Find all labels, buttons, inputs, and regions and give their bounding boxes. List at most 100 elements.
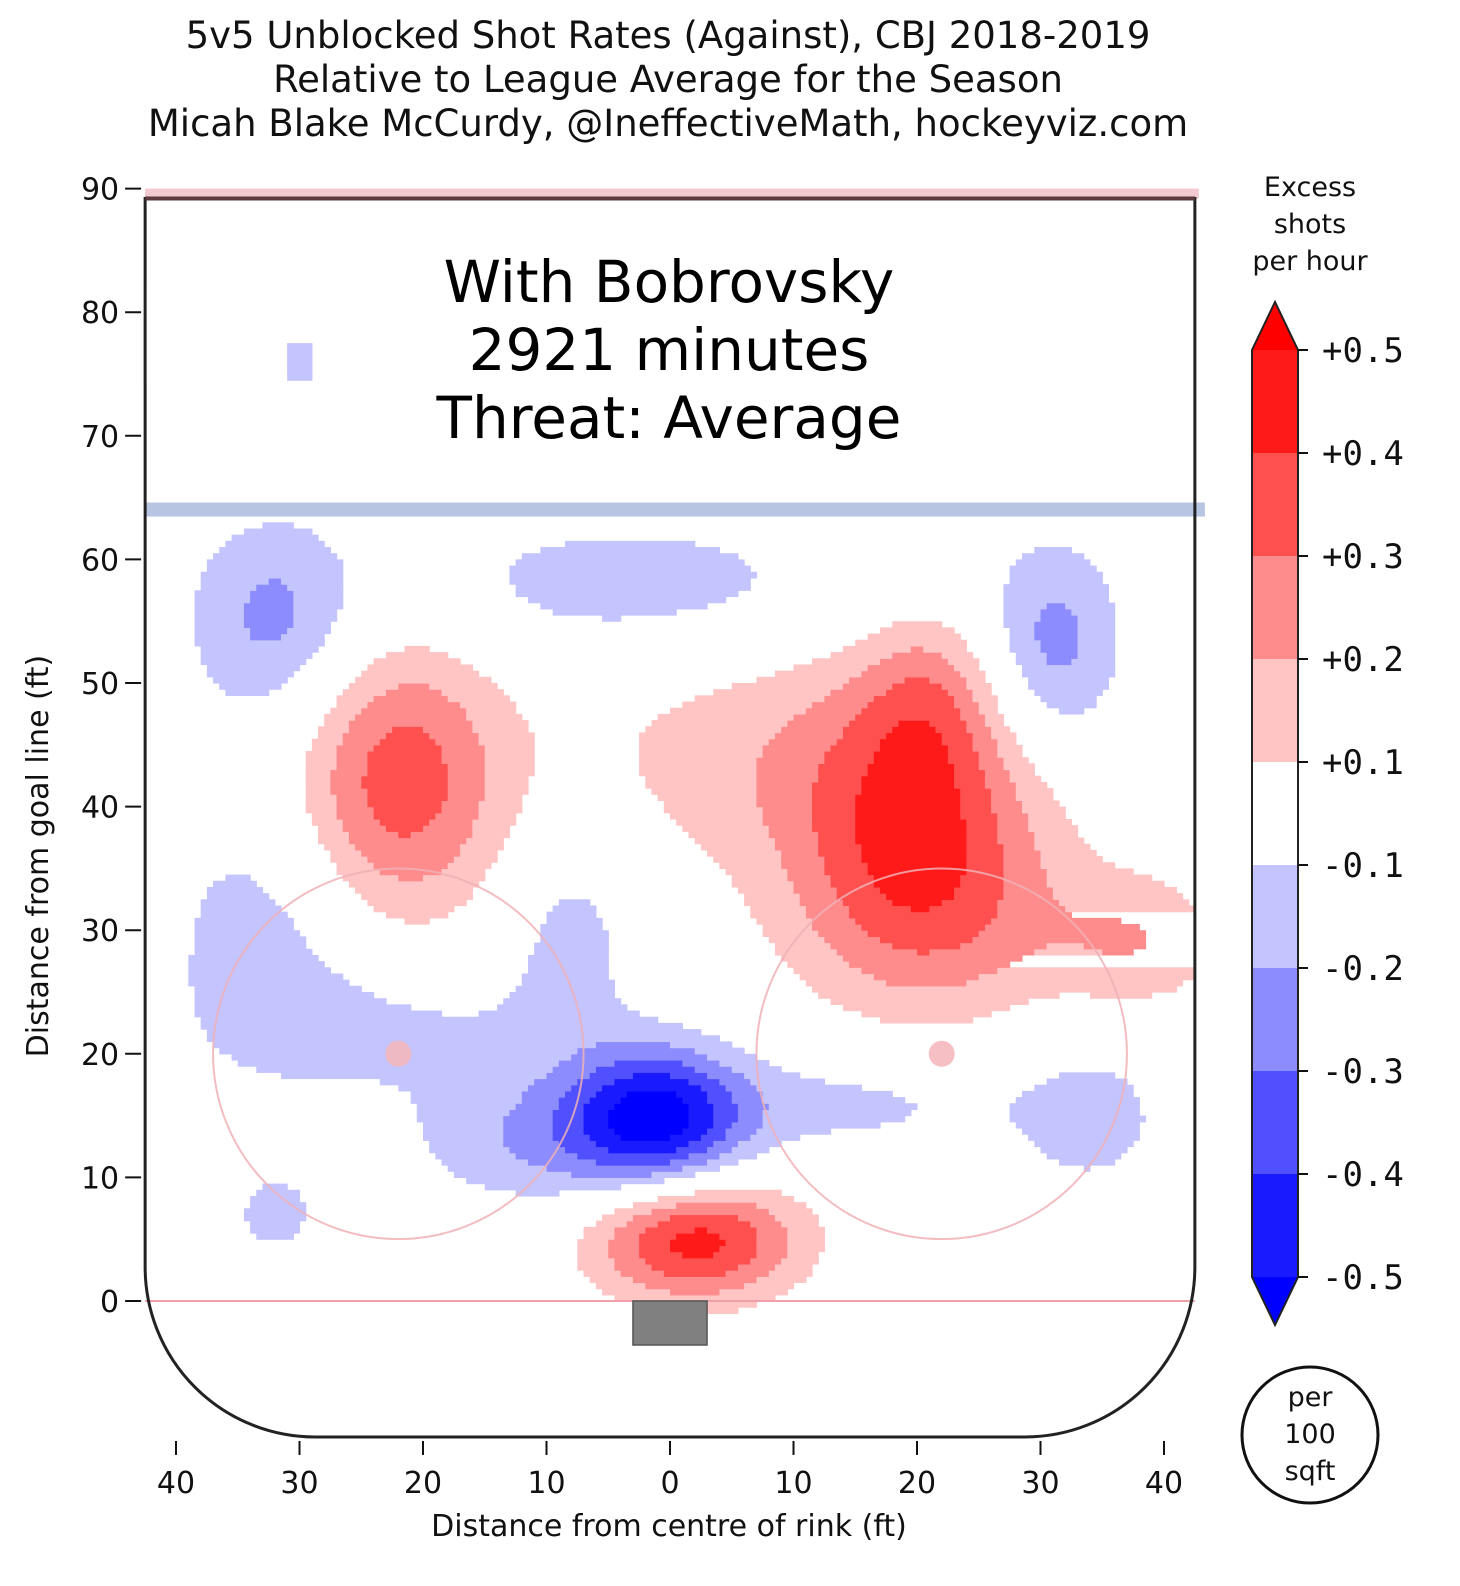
heatmap-cell xyxy=(367,794,449,802)
heatmap-cell xyxy=(774,942,832,950)
heatmap-cell xyxy=(305,806,338,814)
heatmap-cell xyxy=(250,1202,307,1209)
heatmap-cell xyxy=(453,856,498,863)
heatmap-cell xyxy=(429,1146,511,1154)
heatmap-cell xyxy=(774,1214,819,1222)
heatmap-cell xyxy=(966,831,998,839)
heatmap-cell xyxy=(200,584,257,591)
heatmap-cell xyxy=(855,806,961,814)
heatmap-cell xyxy=(719,1078,751,1086)
heatmap-cell xyxy=(1015,559,1091,567)
heatmap-cell xyxy=(676,1233,720,1240)
heatmap-cell xyxy=(1034,1140,1134,1148)
heatmap-cell xyxy=(324,713,356,721)
heatmap-cell xyxy=(954,763,980,771)
heatmap-cell xyxy=(818,831,856,839)
heatmap-cell xyxy=(355,676,492,684)
heatmap-cell xyxy=(558,1097,591,1104)
heatmap-cell xyxy=(861,843,967,851)
heatmap-cell xyxy=(1003,757,1029,764)
heatmap-cell xyxy=(385,689,443,696)
heatmap-cell xyxy=(756,757,825,764)
heatmap-cell xyxy=(762,1097,906,1104)
heatmap-cell xyxy=(1003,763,1035,771)
heatmap-cell xyxy=(336,744,375,752)
heatmap-cell xyxy=(954,886,1005,894)
heatmap-cell xyxy=(861,788,961,795)
heatmap-cell xyxy=(719,1059,770,1067)
heatmap-cell xyxy=(812,924,863,931)
heatmap-cell xyxy=(1003,880,1048,888)
heatmap-cell xyxy=(565,1090,597,1098)
heatmap-cell xyxy=(645,781,758,789)
heatmap-cell xyxy=(546,1072,591,1080)
heatmap-cell xyxy=(639,732,776,740)
heatmap-cell xyxy=(1046,874,1153,882)
heatmap-cell xyxy=(787,1226,825,1234)
heatmap-cell xyxy=(756,1251,788,1259)
heatmap-cell xyxy=(639,1251,683,1259)
heatmap-cell xyxy=(447,1165,548,1172)
x-tick-label: 30 xyxy=(280,1466,318,1501)
heatmap-cell xyxy=(812,812,856,820)
heatmap-cell xyxy=(670,1245,720,1253)
heatmap-cell xyxy=(608,1115,690,1123)
heatmap-cell xyxy=(842,726,893,734)
heatmap-cell xyxy=(484,788,529,795)
heatmap-cell xyxy=(194,1010,443,1018)
heatmap-cell xyxy=(330,707,362,715)
colorbar-level xyxy=(1252,556,1298,660)
heatmap-cell xyxy=(293,621,331,628)
heatmap-cell xyxy=(1040,645,1079,653)
heatmap-cell xyxy=(781,862,825,869)
heatmap-cell xyxy=(713,1140,739,1148)
heatmap-cell xyxy=(824,695,875,703)
heatmap-cell xyxy=(824,868,869,876)
heatmap-cell xyxy=(799,899,844,907)
heatmap-cell xyxy=(478,732,535,740)
heatmap-cell xyxy=(1003,893,1054,900)
heatmap-cell xyxy=(509,571,758,579)
heatmap-cell xyxy=(774,843,819,851)
heatmap-cell xyxy=(1021,800,1060,808)
heatmap-cell xyxy=(385,732,430,740)
heatmap-cell xyxy=(595,1158,671,1166)
heatmap-cell xyxy=(972,695,998,703)
heatmap-cell xyxy=(756,917,813,925)
heatmap-cell xyxy=(707,1053,758,1061)
heatmap-cell xyxy=(910,645,924,653)
heatmap-cell xyxy=(379,818,430,826)
heatmap-cell xyxy=(447,862,492,869)
heatmap-cell xyxy=(719,1152,758,1160)
heatmap-cell xyxy=(707,1226,758,1234)
heatmap-cell xyxy=(1077,627,1116,635)
heatmap-cell xyxy=(762,924,813,931)
heatmap-cell xyxy=(558,1140,597,1148)
heatmap-cell xyxy=(867,763,955,771)
heatmap-cell xyxy=(663,1270,727,1277)
heatmap-cell xyxy=(966,720,986,727)
heatmap-cell xyxy=(768,831,819,839)
heatmap-cell xyxy=(812,917,856,925)
heatmap-cell xyxy=(645,1226,696,1234)
heatmap-cell xyxy=(243,621,294,628)
heatmap-cell xyxy=(478,800,523,808)
heatmap-cell xyxy=(682,1127,708,1135)
heatmap-cell xyxy=(194,930,301,937)
heatmap-cell xyxy=(311,818,344,826)
heatmap-cell xyxy=(774,948,838,956)
heatmap-cell xyxy=(793,886,838,894)
heatmap-cell xyxy=(768,825,813,832)
heatmap-cell xyxy=(657,794,758,802)
heatmap-cell xyxy=(707,1090,733,1098)
heatmap-cell xyxy=(305,763,338,771)
heatmap-cell xyxy=(1009,565,1097,573)
heatmap-cell xyxy=(583,1233,616,1240)
heatmap-cell xyxy=(997,831,1035,839)
heatmap-cell xyxy=(688,1121,714,1129)
colorbar-tick-label: +0.3 xyxy=(1322,537,1404,577)
heatmap-cell xyxy=(472,726,529,734)
heatmap-cell xyxy=(194,942,307,950)
heatmap-cell xyxy=(824,862,869,869)
heatmap-cell xyxy=(1040,862,1116,869)
